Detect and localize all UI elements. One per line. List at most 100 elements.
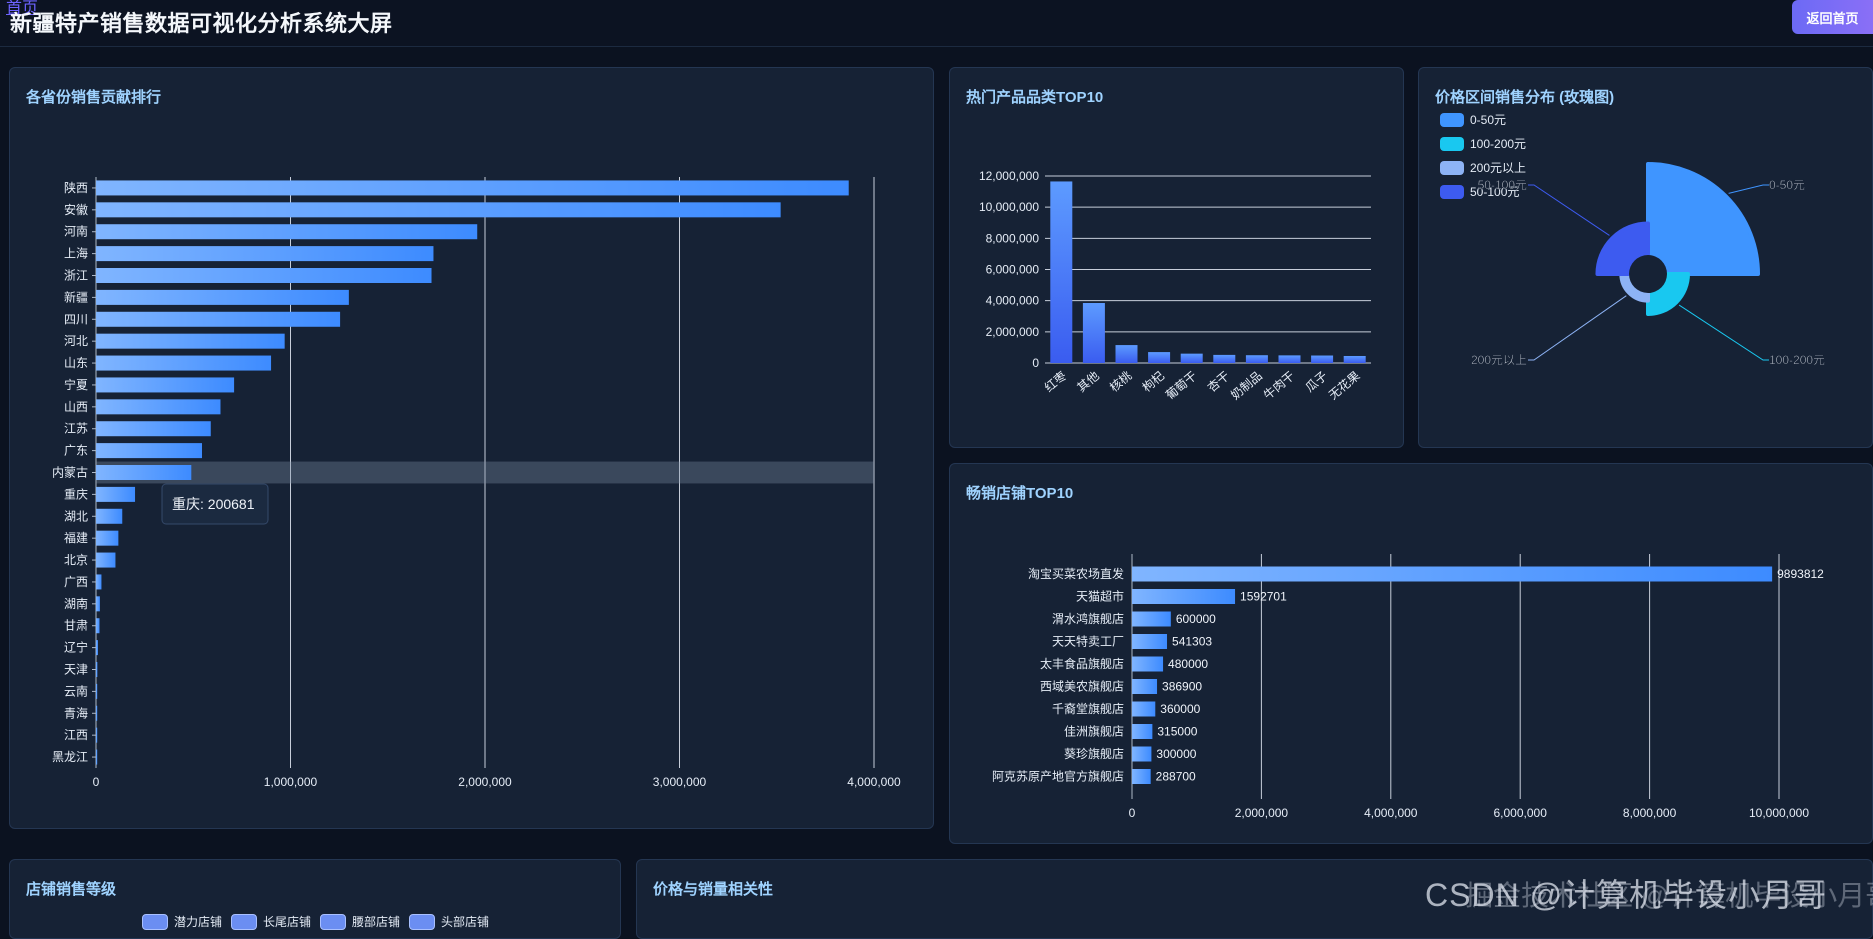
shop-level-legend-head[interactable]: 头部店铺 — [409, 913, 489, 930]
rose-slice-0-50元 — [1646, 162, 1760, 276]
bar-陕西 — [96, 180, 849, 196]
bar-宁夏 — [96, 377, 235, 393]
bar-佳洲旗舰店 — [1132, 724, 1153, 739]
bar-安徽 — [96, 202, 781, 218]
bar-渭水鸿旗舰店 — [1132, 611, 1171, 627]
x-tick-label: 8,000,000 — [1623, 806, 1677, 820]
legend-swatch — [231, 913, 257, 930]
data-label: 315000 — [1157, 725, 1197, 739]
bar-云南 — [96, 683, 98, 699]
y-tick-label: 淘宝买菜农场直发 — [1028, 566, 1124, 581]
bar-上海 — [96, 246, 434, 262]
home-link[interactable]: 首页 — [6, 0, 39, 17]
x-tick-label: 1,000,000 — [264, 775, 318, 789]
province-ranking-chart[interactable]: 0 1,000,000 2,000,000 3,000,000 4,000,000 陕西安… — [10, 68, 933, 828]
bar-山西 — [96, 399, 221, 415]
shop-top10-panel: 畅销店铺TOP10 0 2,000,000 4,000,000 6,000,000 8,… — [949, 463, 1873, 844]
bar-内蒙古 — [96, 465, 192, 480]
bar-核桃 — [1115, 345, 1138, 363]
legend-swatch — [409, 913, 435, 930]
y-tick-label: 6,000,000 — [986, 263, 1040, 277]
shop-top10-chart[interactable]: 0 2,000,000 4,000,000 6,000,000 8,000,000 10,… — [950, 464, 1872, 843]
x-tick-label: 3,000,000 — [653, 775, 707, 789]
bar-河南 — [96, 224, 478, 240]
y-tick-label: 新疆 — [64, 289, 88, 304]
y-tick-label: 陕西 — [64, 180, 88, 195]
legend-swatch-0-50元 — [1440, 113, 1464, 127]
y-tick-label: 天津 — [64, 663, 88, 677]
bar-枸杞 — [1148, 352, 1171, 363]
legend-label: 腰部店铺 — [352, 915, 401, 929]
bar-江苏 — [96, 421, 211, 437]
x-tick-label: 核桃 — [1106, 368, 1134, 395]
y-tick-label: 4,000,000 — [986, 294, 1040, 308]
shop-level-legend-potential[interactable]: 潜力店铺 — [142, 913, 222, 930]
y-tick-label: 浙江 — [64, 269, 88, 283]
y-tick-label: 阿克苏原产地官方旗舰店 — [992, 769, 1124, 784]
x-tick-label: 6,000,000 — [1494, 806, 1548, 820]
province-ranking-panel: 各省份销售贡献排行 0 1,000,000 2,000,000 3,000,000 4,… — [9, 67, 934, 829]
bar-江西 — [96, 727, 98, 743]
y-tick-label: 重庆 — [64, 487, 88, 501]
y-tick-label: 四川 — [64, 312, 88, 326]
y-tick-label: 山东 — [64, 356, 88, 370]
legend-label: 长尾店铺 — [263, 915, 312, 929]
y-tick-label: 广东 — [64, 444, 88, 458]
bar-天津 — [96, 662, 98, 677]
legend-label: 100-200元 — [1470, 137, 1526, 151]
y-tick-label: 12,000,000 — [979, 169, 1039, 183]
y-tick-label: 太丰食品旗舰店 — [1040, 656, 1124, 671]
bar-葵珍旗舰店 — [1132, 746, 1152, 762]
bar-瓜子 — [1311, 355, 1334, 363]
rose-label-line — [1728, 184, 1769, 194]
data-label: 1592701 — [1240, 590, 1287, 604]
y-tick-label: 甘肃 — [64, 619, 88, 633]
bar-重庆 — [96, 486, 136, 502]
data-label: 300000 — [1156, 747, 1196, 761]
y-tick-label: 葵珍旗舰店 — [1064, 746, 1124, 761]
rose-center — [1629, 255, 1667, 293]
shop-level-panel: 店铺销售等级 潜力店铺 长尾店铺 腰部店铺 头部店铺 — [9, 859, 621, 939]
bar-杏干 — [1213, 354, 1236, 363]
bar-福建 — [96, 530, 119, 546]
bar-湖南 — [96, 596, 100, 612]
price-rose-title: 价格区间销售分布 (玫瑰图) — [1435, 89, 1615, 106]
y-tick-label: 天猫超市 — [1076, 589, 1124, 604]
y-tick-label: 宁夏 — [64, 377, 88, 392]
x-tick-label: 牛肉干 — [1260, 368, 1297, 403]
price-rose-chart[interactable]: 0-50元 100-200元 200元以上 50-100元 0-50元 100-200元 2… — [1419, 68, 1872, 447]
legend-swatch-100-200元 — [1440, 137, 1464, 151]
legend-label: 200元以上 — [1470, 161, 1526, 175]
price-correlation-title: 价格与销量相关性 — [653, 881, 774, 898]
category-top10-title: 热门产品品类TOP10 — [966, 89, 1104, 106]
watermark-secondary: 掘金技术社区 @计算机毕设小月哥 — [1465, 880, 1873, 911]
bar-广东 — [96, 443, 203, 459]
bar-葡萄干 — [1180, 353, 1203, 363]
y-tick-label: 青海 — [64, 705, 88, 720]
bar-无花果 — [1343, 355, 1366, 363]
x-tick-label: 无花果 — [1325, 368, 1362, 403]
y-tick-label: 10,000,000 — [979, 200, 1039, 214]
y-tick-label: 辽宁 — [64, 640, 88, 655]
y-tick-label: 上海 — [64, 246, 88, 261]
bar-甘肃 — [96, 618, 100, 634]
shop-level-legend-waist[interactable]: 腰部店铺 — [320, 913, 400, 930]
bar-山东 — [96, 355, 272, 371]
shop-level-legend-longtail[interactable]: 长尾店铺 — [231, 913, 311, 930]
bar-西域美农旗舰店 — [1132, 679, 1158, 694]
y-tick-label: 内蒙古 — [52, 465, 88, 480]
bar-青海 — [96, 705, 98, 721]
bar-湖北 — [96, 508, 123, 524]
rose-label: 50-100元 — [1478, 178, 1527, 192]
bar-红枣 — [1050, 181, 1073, 363]
page-title: 新疆特产销售数据可视化分析系统大屏 — [10, 11, 393, 36]
y-tick-label: 西域美农旗舰店 — [1040, 679, 1124, 694]
x-tick-label: 4,000,000 — [1364, 806, 1418, 820]
price-rose-panel: 价格区间销售分布 (玫瑰图) 0-50元 100-200元 200元以上 50-100… — [1418, 67, 1873, 448]
y-tick-label: 湖南 — [64, 596, 88, 611]
category-top10-chart[interactable]: 0 2,000,000 4,000,000 6,000,000 8,000,000 10,… — [950, 68, 1403, 447]
back-home-button[interactable]: 返回首页 — [1792, 0, 1873, 34]
data-label: 288700 — [1156, 770, 1196, 784]
x-tick-label: 0 — [93, 775, 100, 789]
y-tick-label: 山西 — [64, 400, 88, 414]
